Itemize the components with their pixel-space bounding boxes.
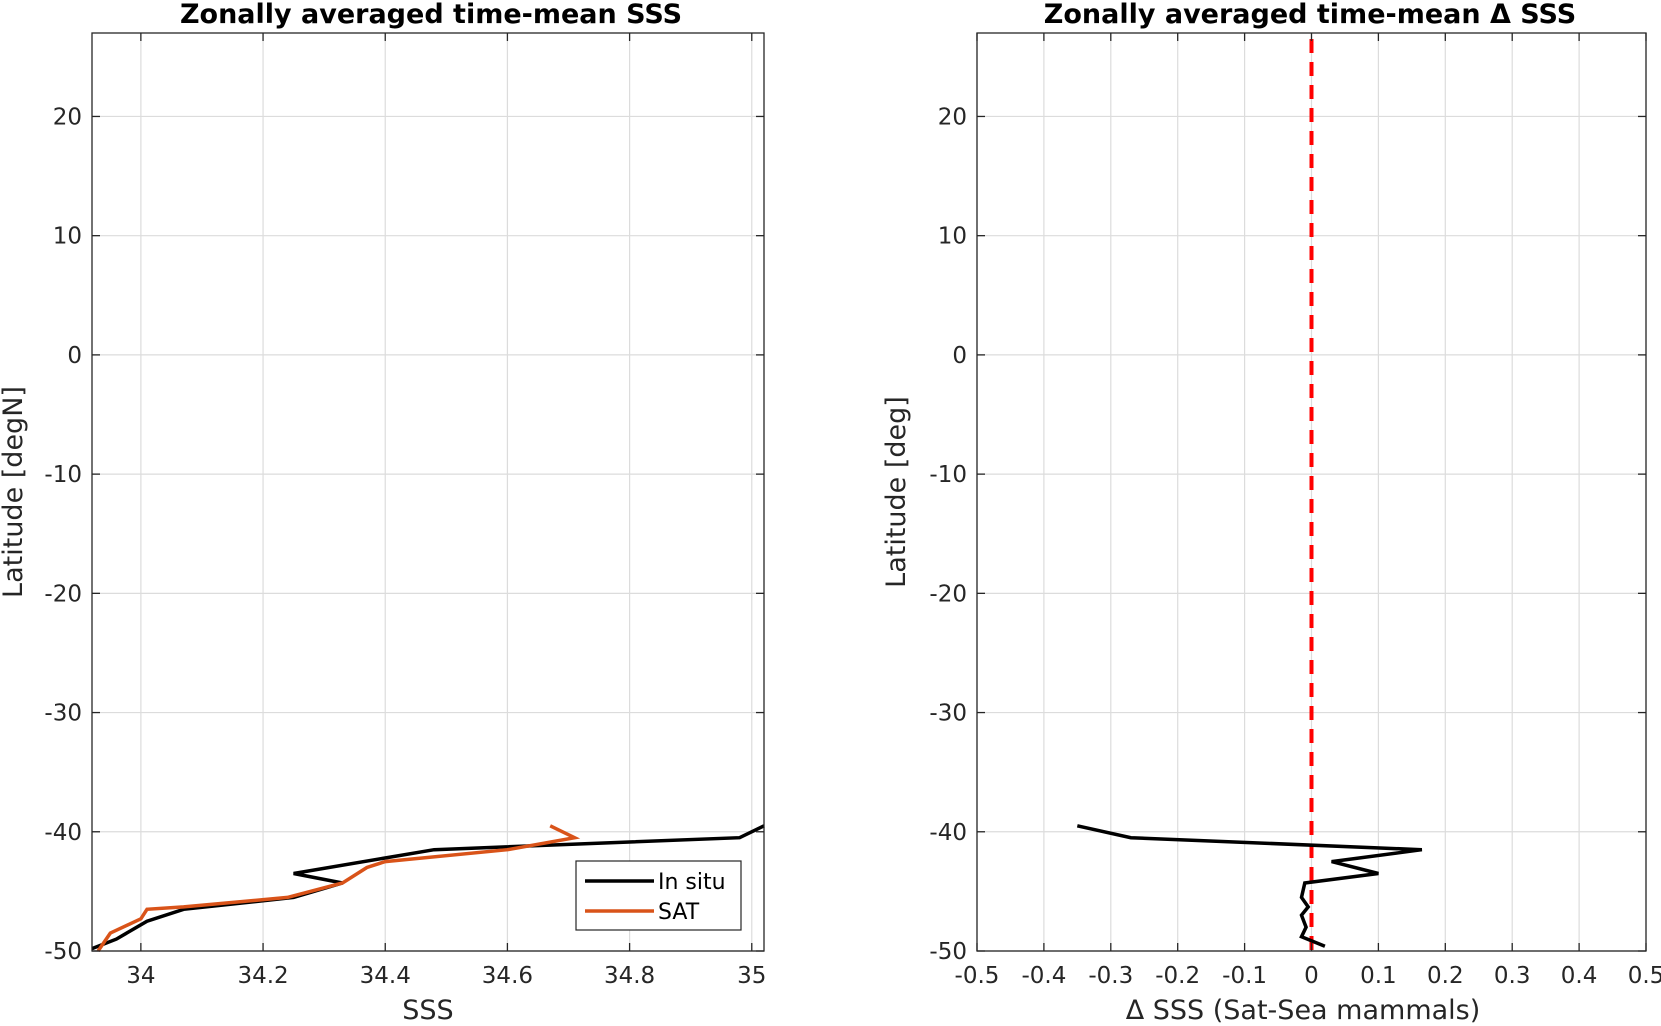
y-tick-label: 10: [938, 224, 967, 250]
y-tick-label: 10: [53, 224, 82, 250]
x-tick-label: 35: [737, 963, 766, 989]
y-tick-label: -30: [44, 701, 82, 727]
x-tick-label: -0.2: [1155, 963, 1200, 989]
y-tick-label: -30: [929, 701, 967, 727]
y-axis-label: Latitude [deg]: [881, 396, 912, 588]
x-axis-label: Δ SSS (Sat-Sea mammals): [1126, 995, 1481, 1026]
x-tick-label: 0.2: [1427, 963, 1464, 989]
x-tick-label: 0.1: [1360, 963, 1397, 989]
x-tick-label: 0: [1304, 963, 1319, 989]
legend-label-in-situ: In situ: [658, 870, 726, 895]
x-tick-label: 0.5: [1628, 963, 1661, 989]
x-tick-label: 34: [126, 963, 155, 989]
x-tick-label: -0.4: [1021, 963, 1066, 989]
series-line: [1076, 824, 1423, 948]
x-tick-label: -0.5: [955, 963, 1000, 989]
y-tick-label: -50: [44, 939, 82, 965]
y-tick-label: 20: [938, 104, 967, 130]
legend-box: [575, 860, 742, 931]
y-tick-label: -50: [929, 939, 967, 965]
x-tick-label: 34.6: [482, 963, 533, 989]
sss-panel: Zonally averaged time-mean SSS 34 34.2 34.…: [0, 0, 766, 1026]
y-tick-label: -40: [929, 820, 967, 846]
y-tick-label: 0: [952, 343, 967, 369]
y-axis-label: Latitude [degN]: [0, 386, 29, 598]
delta-sss-panel: Zonally averaged time-mean Δ SSS -0.5 -0.…: [881, 0, 1661, 1026]
plot-frame: [91, 32, 765, 952]
x-tick-label: -0.3: [1088, 963, 1133, 989]
x-tick-label: 34.4: [360, 963, 411, 989]
y-tick-label: -40: [44, 820, 82, 846]
x-tick-label: 34.8: [604, 963, 655, 989]
y-tick-label: 0: [67, 343, 82, 369]
chart-title: Zonally averaged time-mean Δ SSS: [1044, 0, 1576, 30]
x-tick-label: -0.1: [1222, 963, 1267, 989]
x-tick-label: 0.4: [1561, 963, 1598, 989]
y-tick-label: -20: [929, 581, 967, 607]
chart-title: Zonally averaged time-mean SSS: [180, 0, 682, 30]
y-tick-label: -10: [44, 462, 82, 488]
x-axis-label: SSS: [402, 995, 453, 1026]
y-tick-label: 20: [53, 104, 82, 130]
legend: In situ SAT: [575, 860, 742, 931]
legend-label-sat: SAT: [658, 900, 700, 925]
x-tick-label: 34.2: [237, 963, 288, 989]
y-tick-label: -20: [44, 581, 82, 607]
x-tick-label: 0.3: [1494, 963, 1531, 989]
y-tick-label: -10: [929, 462, 967, 488]
series-line-sat: [96, 824, 581, 952]
